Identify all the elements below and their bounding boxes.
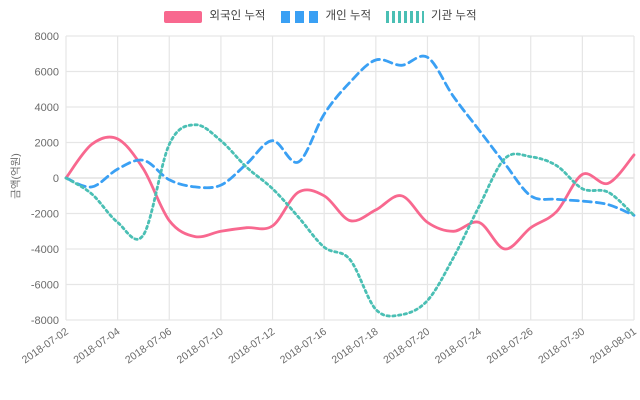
x-tick-label: 2018-07-06 bbox=[123, 326, 174, 367]
y-tick-label: -8000 bbox=[31, 315, 59, 327]
y-tick-label: 2000 bbox=[35, 137, 59, 149]
legend-label-institution: 기관 누적 bbox=[431, 10, 477, 23]
y-tick-label: 8000 bbox=[35, 31, 59, 43]
y-tick-label: 6000 bbox=[35, 66, 59, 78]
legend-item-institution[interactable]: 기관 누적 bbox=[385, 10, 477, 24]
individual-cumulative-line bbox=[64, 54, 636, 217]
chart-legend: 외국인 누적 개인 누적 기관 누적 bbox=[0, 6, 640, 28]
foreigner-cumulative-line bbox=[64, 135, 636, 251]
x-tick-label: 2018-07-16 bbox=[278, 326, 329, 367]
y-tick-label: -6000 bbox=[31, 279, 59, 291]
x-tick-label: 2018-07-20 bbox=[381, 326, 432, 367]
y-tick-label: 4000 bbox=[35, 102, 59, 114]
y-tick-label: -4000 bbox=[31, 244, 59, 256]
institution-dotted-swatch-icon bbox=[386, 11, 425, 23]
legend-item-foreigner[interactable]: 외국인 누적 bbox=[163, 10, 266, 24]
x-tick-label: 2018-07-04 bbox=[71, 326, 122, 367]
x-tick-label: 2018-07-02 bbox=[20, 326, 71, 367]
x-tick-label: 2018-07-30 bbox=[536, 326, 587, 367]
y-axis-title: 금액(억원) bbox=[10, 153, 22, 199]
x-tick-label: 2018-07-24 bbox=[433, 326, 484, 367]
y-tick-label: 0 bbox=[53, 173, 59, 185]
x-tick-label: 2018-07-26 bbox=[485, 326, 536, 367]
y-tick-label: -2000 bbox=[31, 208, 59, 220]
x-tick-label: 2018-07-10 bbox=[175, 326, 226, 367]
x-tick-label: 2018-08-01 bbox=[588, 326, 639, 367]
x-tick-label: 2018-07-12 bbox=[226, 326, 277, 367]
legend-label-foreigner: 외국인 누적 bbox=[209, 10, 266, 23]
foreigner-line-swatch-icon bbox=[164, 11, 203, 23]
individual-dashed-swatch-icon bbox=[280, 11, 319, 23]
legend-label-individual: 개인 누적 bbox=[325, 10, 372, 23]
x-tick-label: 2018-07-18 bbox=[330, 326, 381, 367]
institution-cumulative-line bbox=[64, 123, 636, 318]
legend-item-individual[interactable]: 개인 누적 bbox=[280, 10, 372, 24]
